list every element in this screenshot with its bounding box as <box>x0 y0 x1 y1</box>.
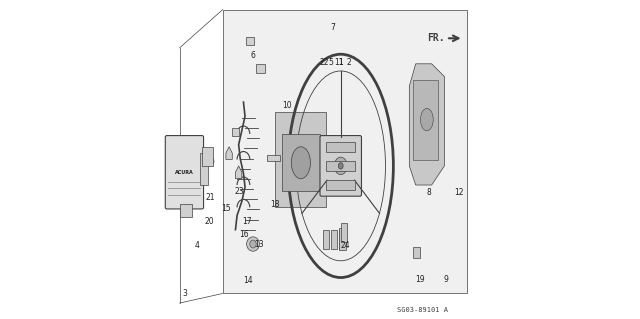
Text: 8: 8 <box>426 189 431 197</box>
Bar <box>331 230 337 249</box>
Text: 3: 3 <box>182 289 187 298</box>
Bar <box>202 147 213 166</box>
Text: 7: 7 <box>330 23 335 32</box>
Polygon shape <box>236 166 242 179</box>
Bar <box>180 204 193 217</box>
Text: ACURA: ACURA <box>175 170 194 175</box>
Ellipse shape <box>339 163 343 169</box>
FancyBboxPatch shape <box>320 136 362 196</box>
Ellipse shape <box>250 240 256 248</box>
Text: 23: 23 <box>234 187 244 196</box>
Ellipse shape <box>420 108 433 131</box>
Text: 6: 6 <box>251 51 255 60</box>
Text: 17: 17 <box>243 217 252 226</box>
Ellipse shape <box>206 156 214 166</box>
Polygon shape <box>226 147 232 160</box>
Bar <box>326 161 355 171</box>
Text: 24: 24 <box>340 241 350 250</box>
Text: 20: 20 <box>204 217 214 226</box>
Text: 5: 5 <box>328 58 333 67</box>
Text: 4: 4 <box>195 241 200 250</box>
Polygon shape <box>410 64 444 185</box>
Bar <box>323 230 329 249</box>
Text: 1: 1 <box>339 58 343 67</box>
Text: 10: 10 <box>283 101 292 110</box>
Bar <box>232 128 239 136</box>
Text: 9: 9 <box>444 275 449 284</box>
Ellipse shape <box>246 237 259 251</box>
Bar <box>268 155 280 161</box>
Polygon shape <box>275 112 326 207</box>
Text: 11: 11 <box>333 58 343 67</box>
Polygon shape <box>223 10 467 293</box>
Bar <box>413 80 438 160</box>
Text: 19: 19 <box>415 275 426 284</box>
Text: 13: 13 <box>255 240 264 249</box>
Bar <box>200 153 209 185</box>
Ellipse shape <box>291 147 310 179</box>
Bar <box>255 64 265 73</box>
Bar <box>339 228 346 250</box>
Text: FR.: FR. <box>427 33 444 43</box>
Text: SG03-89101 A: SG03-89101 A <box>397 307 447 313</box>
Text: 15: 15 <box>221 204 230 213</box>
Bar <box>339 230 345 249</box>
Bar <box>326 142 355 152</box>
Text: 14: 14 <box>243 276 253 285</box>
Text: 21: 21 <box>205 193 214 202</box>
Text: 2: 2 <box>346 58 351 67</box>
Bar <box>326 180 355 190</box>
FancyBboxPatch shape <box>165 136 204 209</box>
Bar <box>282 134 320 191</box>
Bar <box>340 223 347 242</box>
Text: 18: 18 <box>270 200 280 209</box>
Text: 12: 12 <box>454 189 463 197</box>
Bar <box>413 247 420 258</box>
Text: 16: 16 <box>239 230 249 239</box>
Text: 22: 22 <box>320 58 329 67</box>
Bar <box>246 37 253 45</box>
Ellipse shape <box>334 157 347 175</box>
